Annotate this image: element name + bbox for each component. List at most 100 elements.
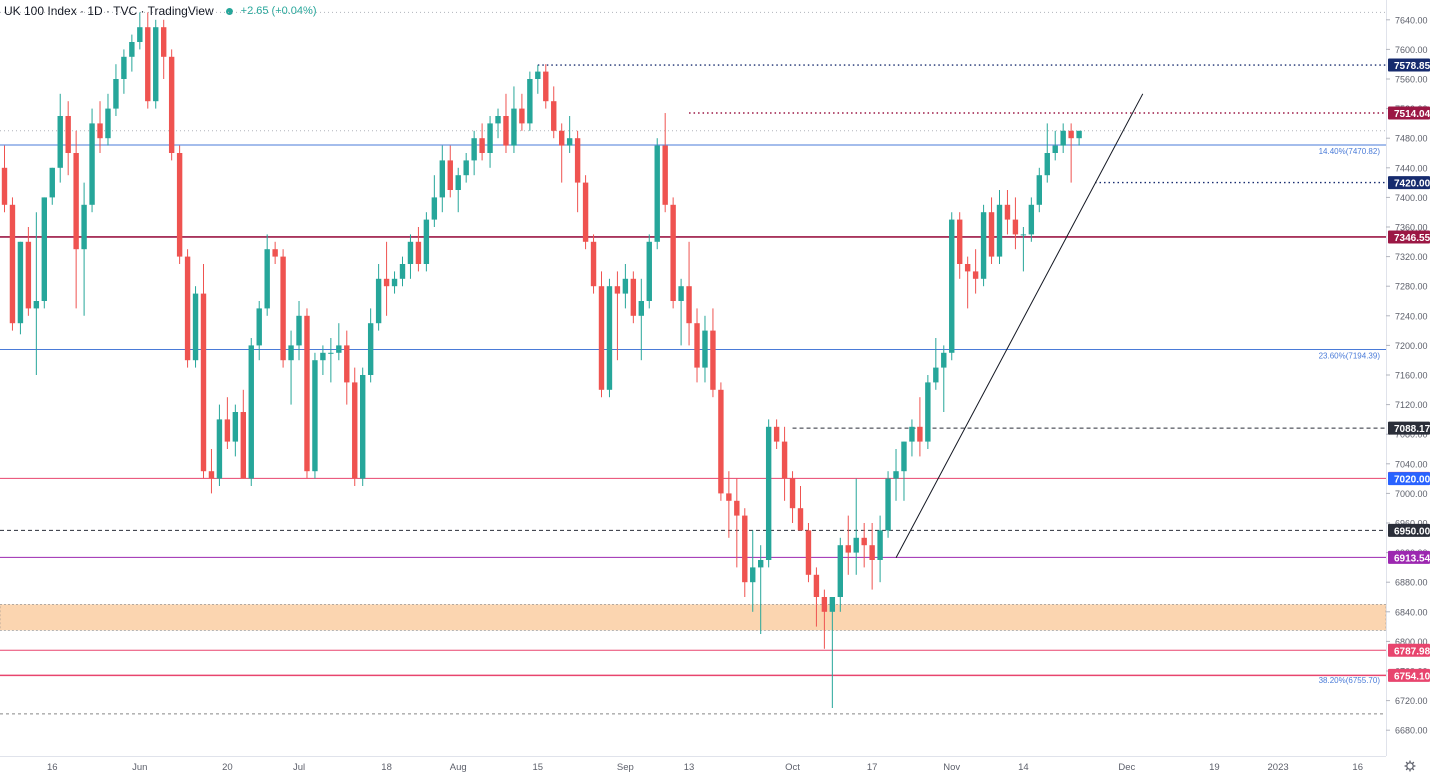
candle-body bbox=[1068, 130, 1074, 139]
x-tick-label: 20 bbox=[222, 762, 233, 773]
candle-body bbox=[670, 204, 676, 301]
candle-body bbox=[232, 412, 239, 442]
candle-body bbox=[161, 27, 167, 57]
price-label-box bbox=[1388, 550, 1430, 564]
candle-body bbox=[431, 197, 438, 220]
candle-body bbox=[813, 574, 820, 597]
settings-gear-icon[interactable] bbox=[1404, 760, 1416, 772]
candle-body bbox=[789, 478, 796, 509]
candle-body bbox=[734, 500, 740, 516]
fib-level-text: 23.60%(7194.39) bbox=[1319, 352, 1381, 361]
price-label: 7420.00 bbox=[1394, 179, 1430, 190]
candle-body bbox=[845, 545, 851, 553]
price-label: 6787.98 bbox=[1394, 646, 1430, 657]
price-label: 7020.00 bbox=[1394, 475, 1430, 486]
candle-body bbox=[622, 278, 629, 294]
candle-body bbox=[941, 352, 947, 368]
candle-body bbox=[49, 167, 55, 198]
candle-body bbox=[280, 256, 286, 361]
candle-body bbox=[972, 271, 979, 279]
candle-body bbox=[551, 101, 557, 131]
candle-body bbox=[964, 264, 971, 272]
y-tick-label: 7040.00 bbox=[1395, 459, 1428, 469]
candle-body bbox=[153, 27, 159, 102]
y-tick-label: 6960.00 bbox=[1395, 519, 1428, 529]
x-tick-label: Jun bbox=[132, 762, 147, 773]
candle-body bbox=[105, 108, 111, 139]
candle-body bbox=[646, 241, 652, 301]
candle-body bbox=[885, 478, 891, 531]
candle-body bbox=[81, 204, 87, 250]
candle-body bbox=[917, 426, 923, 442]
candle-body bbox=[980, 212, 987, 279]
candle-body bbox=[383, 278, 390, 287]
candle-body bbox=[455, 175, 461, 190]
candle-body bbox=[606, 286, 613, 390]
y-tick-label: 7080.00 bbox=[1395, 430, 1428, 440]
candle-body bbox=[375, 278, 382, 324]
candle-body bbox=[336, 345, 342, 353]
candle-body bbox=[710, 330, 716, 390]
candle-body bbox=[423, 219, 430, 264]
candle-body bbox=[495, 116, 501, 124]
x-tick-label: Dec bbox=[1118, 762, 1135, 773]
candle-body bbox=[758, 560, 764, 568]
candle-body bbox=[503, 116, 509, 146]
price-label: 6950.00 bbox=[1394, 526, 1430, 537]
y-tick-label: 7560.00 bbox=[1395, 75, 1428, 85]
candle-body bbox=[73, 153, 79, 250]
x-tick-label: 14 bbox=[1018, 762, 1029, 773]
candle-body bbox=[1044, 153, 1050, 176]
candle-body bbox=[909, 426, 915, 442]
candle-body bbox=[137, 27, 143, 42]
candle-body bbox=[750, 567, 756, 583]
candle-body bbox=[996, 204, 1003, 257]
candle-body bbox=[1028, 204, 1035, 235]
candle-body bbox=[391, 278, 398, 287]
trend-line bbox=[895, 93, 1144, 559]
support-zone bbox=[0, 604, 1387, 631]
candle-body bbox=[1004, 204, 1011, 220]
candle-body bbox=[805, 530, 812, 575]
y-tick-label: 7360.00 bbox=[1395, 223, 1428, 233]
candle-body bbox=[511, 108, 517, 146]
price-label: 6754.10 bbox=[1394, 671, 1430, 682]
candle-body bbox=[925, 382, 931, 442]
candle-body bbox=[479, 138, 485, 153]
candle-body bbox=[1060, 130, 1066, 146]
candle-body bbox=[1076, 130, 1082, 139]
candle-body bbox=[399, 264, 406, 279]
price-label-box bbox=[1388, 176, 1430, 190]
candle-body bbox=[463, 160, 469, 176]
candle-body bbox=[638, 301, 644, 316]
candle-body bbox=[781, 441, 788, 479]
y-tick-label: 6880.00 bbox=[1395, 578, 1428, 588]
candle-body bbox=[296, 315, 302, 346]
candle-body bbox=[208, 471, 215, 479]
gear-ring bbox=[1406, 762, 1414, 770]
x-tick-label: 18 bbox=[381, 762, 392, 773]
price-label-box bbox=[1388, 523, 1430, 537]
candle-body bbox=[216, 419, 223, 479]
y-tick-label: 7240.00 bbox=[1395, 311, 1428, 321]
candle-body bbox=[304, 315, 310, 472]
y-tick-label: 7200.00 bbox=[1395, 341, 1428, 351]
candle-body bbox=[829, 597, 836, 612]
candle-body bbox=[113, 79, 119, 109]
candle-body bbox=[256, 308, 262, 346]
y-tick-label: 7600.00 bbox=[1395, 45, 1428, 55]
x-tick-label: Oct bbox=[785, 762, 800, 773]
candle-body bbox=[407, 241, 414, 264]
x-tick-label: Jul bbox=[293, 762, 305, 773]
price-label-box bbox=[1388, 58, 1430, 72]
candle-body bbox=[367, 323, 374, 375]
candle-body bbox=[694, 323, 700, 368]
candle-body bbox=[192, 293, 199, 361]
x-tick-label: Aug bbox=[450, 762, 467, 773]
candle-body bbox=[33, 301, 40, 309]
candle-body bbox=[320, 352, 326, 361]
y-tick-label: 7280.00 bbox=[1395, 282, 1428, 292]
y-tick-label: 6680.00 bbox=[1395, 726, 1428, 736]
x-tick-label: 19 bbox=[1209, 762, 1220, 773]
